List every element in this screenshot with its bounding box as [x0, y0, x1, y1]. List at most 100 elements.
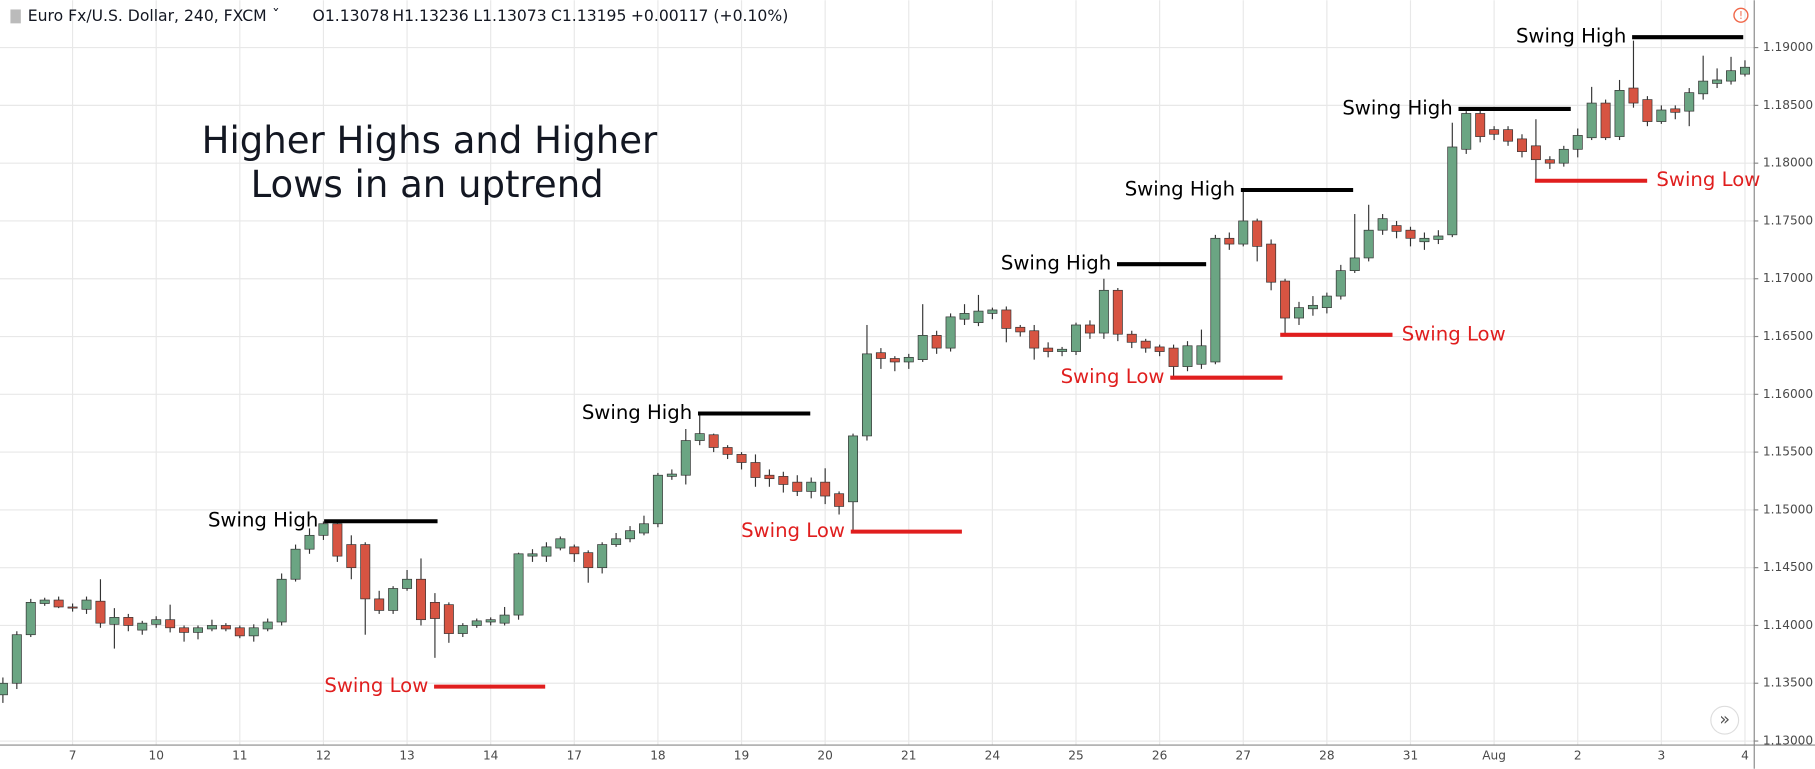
candle-body: [1739, 66, 1750, 75]
candle-body: [1489, 129, 1500, 135]
y-tick-label: 1.14000: [1763, 618, 1813, 632]
candle-body: [625, 530, 636, 540]
x-tick-label: 2: [1574, 749, 1582, 763]
x-tick-label: 28: [1319, 749, 1334, 763]
candle-body: [95, 600, 106, 624]
candle-body: [1154, 346, 1165, 352]
candle-body: [917, 335, 928, 360]
candle-body: [1307, 304, 1318, 310]
candle-body: [1544, 159, 1555, 164]
candle-body: [220, 625, 231, 630]
candle-body: [1642, 99, 1653, 122]
y-tick-label: 1.19000: [1763, 40, 1813, 54]
candle-body: [290, 548, 301, 580]
candle-body: [1684, 92, 1695, 112]
candle-body: [304, 534, 315, 550]
candle-body: [639, 523, 649, 534]
close-label: C1.13195: [551, 7, 626, 25]
x-tick-label: 7: [69, 749, 77, 763]
candle-body: [1210, 237, 1221, 363]
x-tick-label: 17: [567, 749, 582, 763]
candle-body: [1419, 237, 1430, 243]
candle-body: [429, 602, 440, 619]
candle-body: [1252, 220, 1263, 247]
candle-body: [1098, 289, 1109, 334]
swing-label: Swing High: [1342, 96, 1452, 119]
x-tick-label: 25: [1068, 749, 1083, 763]
candle-body: [1238, 220, 1249, 245]
candle-body: [541, 546, 552, 557]
candle-body: [792, 481, 803, 492]
candle-body: [1084, 324, 1095, 334]
swing-label: Swing Low: [324, 674, 428, 697]
candles: [0, 40, 1750, 703]
candle-body: [1224, 237, 1235, 245]
candle-body: [848, 435, 859, 503]
title-line: Higher Highs and Higher: [202, 119, 658, 162]
candle-body: [318, 523, 329, 536]
candle-body: [889, 358, 900, 363]
x-tick-label: 21: [901, 749, 916, 763]
candle-body: [25, 602, 36, 636]
y-tick-label: 1.13500: [1763, 676, 1813, 690]
candle-body: [1586, 102, 1597, 139]
candle-body: [708, 434, 719, 448]
alert-icon[interactable]: [1733, 7, 1749, 23]
swing-label: Swing Low: [741, 519, 845, 542]
alert-icon-mark: !: [1739, 10, 1743, 22]
candle-body: [109, 617, 120, 625]
y-tick-label: 1.13000: [1763, 734, 1813, 748]
y-tick-label: 1.16500: [1763, 329, 1813, 343]
symbol-label[interactable]: Euro Fx/U.S. Dollar, 240, FXCM: [28, 7, 267, 25]
x-tick-label: Aug: [1482, 749, 1506, 763]
candle-body: [1614, 90, 1625, 137]
candle-body: [987, 309, 998, 314]
candle-body: [1447, 146, 1458, 236]
candle-body: [1168, 347, 1179, 367]
candle-body: [973, 310, 984, 324]
candle-body: [1405, 229, 1416, 239]
candle-body: [151, 619, 162, 625]
candle-body: [1433, 235, 1444, 240]
candle-body: [1517, 138, 1527, 152]
candle-body: [179, 627, 190, 633]
candle-body: [555, 538, 566, 549]
swing-label: Swing High: [1125, 177, 1235, 200]
dropdown-arrow[interactable]: ˇ: [272, 7, 280, 25]
candle-body: [234, 627, 245, 637]
candle-body: [276, 578, 287, 623]
candle-body: [499, 614, 510, 624]
candle-body: [1461, 113, 1472, 150]
candle-body: [1280, 280, 1291, 319]
candle-body: [11, 634, 22, 684]
candle-body: [1503, 129, 1514, 142]
x-tick-label: 31: [1403, 749, 1418, 763]
candle-body: [959, 313, 970, 320]
annotations: Swing High Swing Low Swing High Swing Low Sw…: [208, 25, 1760, 697]
candle-body: [1112, 289, 1123, 335]
candle-body: [193, 627, 203, 633]
candle-body: [1377, 218, 1388, 231]
candle-body: [1656, 109, 1667, 122]
y-tick-label: 1.17000: [1763, 271, 1813, 285]
y-tick-label: 1.17500: [1763, 213, 1813, 227]
candle-body: [945, 316, 956, 349]
candle-body: [666, 473, 677, 477]
y-tick-label: 1.16000: [1763, 387, 1813, 401]
candle-body: [1126, 333, 1137, 343]
candle-body: [583, 552, 594, 569]
candle-body: [861, 353, 872, 437]
scroll-button[interactable]: [1710, 705, 1740, 735]
candle-body: [137, 622, 148, 631]
candle-body: [443, 604, 454, 634]
candle-body: [1670, 108, 1681, 113]
symbol-icon: [10, 9, 21, 24]
candle-body: [652, 474, 663, 525]
y-tick-label: 1.15500: [1763, 445, 1813, 459]
y-tick-label: 1.14500: [1763, 560, 1813, 574]
candle-body: [597, 544, 608, 569]
candle-body: [1182, 345, 1193, 367]
candle-body: [471, 620, 482, 626]
candle-body: [820, 481, 831, 497]
